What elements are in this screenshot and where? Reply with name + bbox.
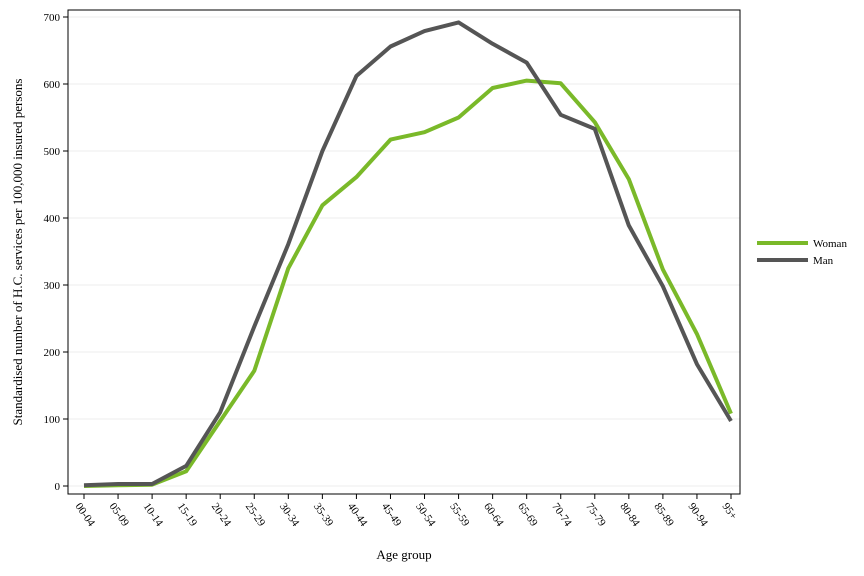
x-tick-label: 20-24 bbox=[209, 501, 234, 529]
y-axis-title: Standardised number of H.C. services per… bbox=[10, 79, 25, 426]
legend-label-woman: Woman bbox=[813, 238, 847, 250]
x-tick-label: 65-69 bbox=[515, 501, 540, 529]
series-line-man bbox=[83, 20, 733, 488]
x-axis-title: Age group bbox=[376, 547, 431, 562]
y-tick-label: 500 bbox=[44, 146, 61, 158]
y-tick-label: 600 bbox=[44, 79, 61, 91]
x-tick-label: 00-04 bbox=[73, 501, 98, 529]
x-tick-label: 40-44 bbox=[345, 501, 370, 529]
x-tick-label: 85-89 bbox=[651, 501, 676, 529]
y-tick-label: 300 bbox=[44, 280, 61, 292]
y-axis: 0 100 200 300 400 500 600 700 bbox=[44, 12, 68, 493]
legend: Woman Man bbox=[757, 238, 847, 267]
x-tick-label: 15-19 bbox=[175, 501, 200, 529]
x-tick-label: 55-59 bbox=[447, 501, 472, 529]
x-tick-label: 70-74 bbox=[549, 501, 574, 529]
legend-label-man: Man bbox=[813, 255, 834, 267]
y-tick-label: 400 bbox=[44, 213, 61, 225]
x-tick-label: 05-09 bbox=[107, 501, 132, 529]
x-tick-label: 30-34 bbox=[277, 501, 302, 529]
x-tick-label: 60-64 bbox=[481, 501, 506, 529]
x-tick-label: 95+ bbox=[720, 501, 740, 522]
x-tick-label: 75-79 bbox=[583, 501, 608, 529]
x-tick-label: 10-14 bbox=[141, 501, 166, 529]
x-tick-label: 80-84 bbox=[617, 501, 642, 529]
series-line-woman bbox=[83, 78, 733, 488]
y-tick-label: 200 bbox=[44, 347, 61, 359]
x-tick-label: 90-94 bbox=[685, 501, 710, 529]
series-lines bbox=[83, 20, 733, 488]
x-tick-label: 45-49 bbox=[379, 501, 404, 529]
x-tick-label: 35-39 bbox=[311, 501, 336, 529]
plot-frame bbox=[67, 9, 741, 495]
y-tick-label: 0 bbox=[55, 481, 61, 493]
x-tick-label: 25-29 bbox=[243, 501, 268, 529]
gridlines bbox=[68, 16, 740, 487]
y-tick-label: 700 bbox=[44, 12, 61, 24]
y-tick-label: 100 bbox=[44, 414, 61, 426]
x-axis: 00-04 05-09 10-14 15-19 20-24 25-29 30-34 35-39… bbox=[73, 494, 740, 529]
x-tick-label: 50-54 bbox=[413, 501, 438, 529]
